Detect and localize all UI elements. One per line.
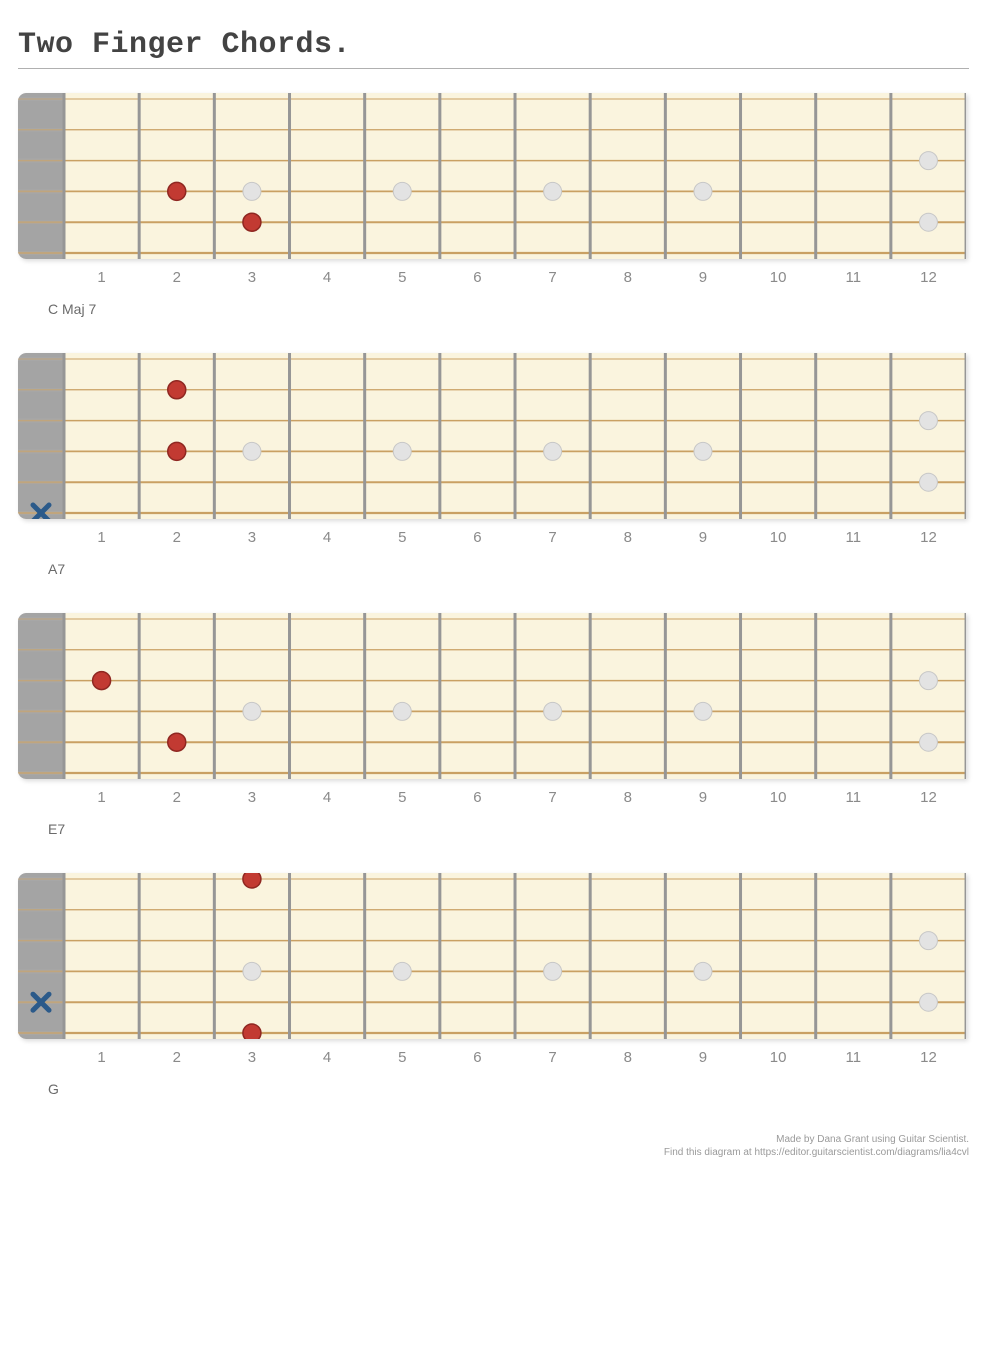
fret-number-row: 123456789101112 [18,261,966,295]
fret-number: 8 [624,1049,632,1066]
fret-number-row: 123456789101112 [18,1041,966,1075]
fret-number: 4 [323,529,331,546]
fret-number: 9 [699,1049,707,1066]
fret-number: 9 [699,529,707,546]
fret-number: 3 [248,1049,256,1066]
fret-number: 2 [173,269,181,286]
fretboard [18,353,966,519]
footer-line1: Made by Dana Grant using Guitar Scientis… [776,1134,969,1145]
fret-number-row: 123456789101112 [18,521,966,555]
footer-line2: Find this diagram at https://editor.guit… [664,1147,969,1158]
chord-label: G [48,1081,969,1097]
chord-label: A7 [48,561,969,577]
fret-number: 7 [548,269,556,286]
fret-number: 10 [770,1049,787,1066]
title-divider [18,68,969,69]
fret-number: 6 [473,1049,481,1066]
fret-number: 11 [845,529,861,546]
fret-number: 1 [97,789,105,806]
fret-number: 11 [845,789,861,806]
fret-number: 7 [548,1049,556,1066]
fret-number: 9 [699,789,707,806]
fret-number: 10 [770,269,787,286]
page-title: Two Finger Chords. [18,28,969,62]
footer-credit: Made by Dana Grant using Guitar Scientis… [18,1133,969,1159]
fret-number: 10 [770,789,787,806]
fret-number: 4 [323,789,331,806]
fret-number-row: 123456789101112 [18,781,966,815]
fret-number: 7 [548,529,556,546]
fret-number: 5 [398,269,406,286]
fret-number: 6 [473,269,481,286]
chord-diagram: 123456789101112A7 [18,353,969,577]
fretboard [18,613,966,779]
fretboard [18,93,966,259]
fret-number: 12 [920,789,937,806]
chord-diagram: 123456789101112C Maj 7 [18,93,969,317]
chord-diagram: 123456789101112E7 [18,613,969,837]
fret-number: 1 [97,529,105,546]
fret-number: 4 [323,1049,331,1066]
fret-number: 12 [920,269,937,286]
fret-number: 4 [323,269,331,286]
chord-label: E7 [48,821,969,837]
fret-number: 5 [398,789,406,806]
fret-number: 7 [548,789,556,806]
fret-number: 3 [248,269,256,286]
fret-number: 8 [624,529,632,546]
fret-number: 5 [398,1049,406,1066]
fret-number: 3 [248,789,256,806]
fret-number: 3 [248,529,256,546]
fret-number: 1 [97,1049,105,1066]
fret-number: 6 [473,529,481,546]
fret-number: 8 [624,789,632,806]
fret-number: 11 [845,1049,861,1066]
fret-number: 1 [97,269,105,286]
chords-container: 123456789101112C Maj 7 123456789101112A7… [18,93,969,1097]
fret-number: 2 [173,529,181,546]
fret-number: 10 [770,529,787,546]
fret-number: 2 [173,1049,181,1066]
fret-number: 9 [699,269,707,286]
fret-number: 8 [624,269,632,286]
chord-label: C Maj 7 [48,301,969,317]
fret-number: 5 [398,529,406,546]
fret-number: 11 [845,269,861,286]
fret-number: 12 [920,1049,937,1066]
fretboard [18,873,966,1039]
fret-number: 2 [173,789,181,806]
chord-diagram: 123456789101112G [18,873,969,1097]
fret-number: 12 [920,529,937,546]
fret-number: 6 [473,789,481,806]
